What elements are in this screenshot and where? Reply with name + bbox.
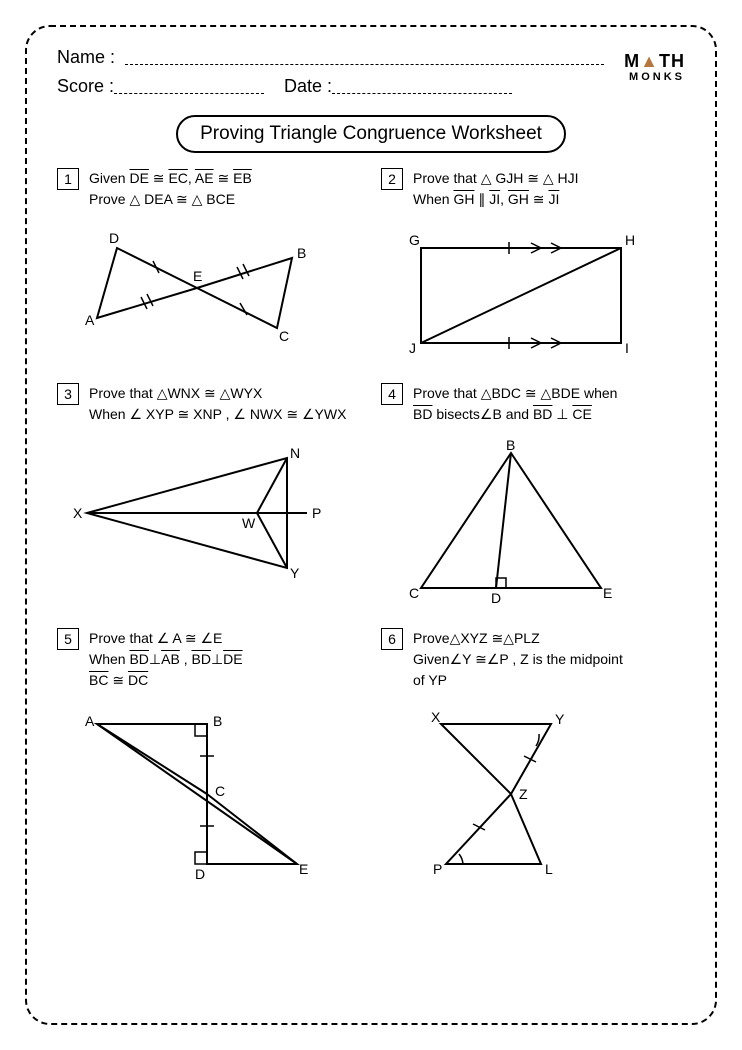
problem-text: Prove that △BDC ≅ △BDE when BD bisects∠B… [413,383,617,425]
svg-text:X: X [431,709,441,725]
problem-number: 6 [381,628,403,650]
svg-text:B: B [297,245,306,261]
svg-text:D: D [195,866,205,882]
svg-text:C: C [279,328,289,344]
name-row: Name : [57,47,604,68]
problem-3: 3 Prove that △WNX ≅ △WYX When ∠ XYP ≅ XN… [57,383,361,608]
svg-text:B: B [213,713,222,729]
svg-text:P: P [312,505,321,521]
problem-number: 4 [381,383,403,405]
svg-text:A: A [85,713,95,729]
problem-number: 5 [57,628,79,650]
score-date-row: Score : Date : [57,76,604,97]
svg-text:X: X [73,505,83,521]
logo: M▲TH MONKS [624,52,685,83]
problem-6: 6 Prove△XYZ ≅△PLZ Given∠Y ≅∠P , Z is the… [381,628,685,884]
svg-text:E: E [193,268,202,284]
problem-number: 2 [381,168,403,190]
problem-1: 1 Given DE ≅ EC, AE ≅ EB Prove △ DEA ≅ △… [57,168,361,363]
logo-m: M [624,51,640,71]
svg-text:H: H [625,232,635,248]
problem-number: 1 [57,168,79,190]
problem-2: 2 Prove that △ GJH ≅ △ HJI When GH ∥ JI,… [381,168,685,363]
figure-4: B C D E [391,438,685,608]
score-line[interactable] [114,80,264,94]
score-label: Score : [57,76,114,97]
svg-text:Y: Y [555,711,565,727]
name-line[interactable] [125,51,604,65]
logo-triangle-icon: ▲ [640,51,659,71]
figure-6: X Y Z P L [391,704,685,884]
problem-5: 5 Prove that ∠ A ≅ ∠E When BD⊥AB , BD⊥DE… [57,628,361,884]
logo-monks: MONKS [624,72,685,83]
title-wrap: Proving Triangle Congruence Worksheet [57,115,685,153]
date-seg: Date : [284,76,512,97]
svg-text:L: L [545,861,553,877]
problem-number: 3 [57,383,79,405]
problem-text: Given DE ≅ EC, AE ≅ EB Prove △ DEA ≅ △ B… [89,168,252,210]
svg-text:E: E [299,861,308,877]
figure-2: G H J I [391,223,685,363]
date-label: Date : [284,76,332,97]
svg-text:D: D [109,230,119,246]
svg-text:G: G [409,232,420,248]
svg-text:B: B [506,438,515,453]
svg-text:Z: Z [519,786,528,802]
header: Name : Score : Date : M▲TH MONKS [57,47,685,97]
problem-text: Prove that ∠ A ≅ ∠E When BD⊥AB , BD⊥DE B… [89,628,243,691]
score-seg: Score : [57,76,264,97]
name-label: Name : [57,47,115,68]
svg-text:Y: Y [290,565,300,581]
figure-1: D A E B C [67,223,361,353]
logo-th: TH [659,51,685,71]
svg-text:W: W [242,515,256,531]
header-left: Name : Score : Date : [57,47,604,97]
date-line[interactable] [332,80,512,94]
problems-grid: 1 Given DE ≅ EC, AE ≅ EB Prove △ DEA ≅ △… [57,168,685,884]
worksheet-page: Name : Score : Date : M▲TH MONKS Proving… [25,25,717,1025]
problem-text: Prove△XYZ ≅△PLZ Given∠Y ≅∠P , Z is the m… [413,628,623,691]
svg-text:D: D [491,590,501,606]
svg-text:N: N [290,445,300,461]
worksheet-title: Proving Triangle Congruence Worksheet [176,115,566,153]
svg-text:J: J [409,340,416,356]
svg-text:I: I [625,340,629,356]
svg-text:E: E [603,585,612,601]
problem-text: Prove that △ GJH ≅ △ HJI When GH ∥ JI, G… [413,168,579,210]
svg-text:A: A [85,312,95,328]
svg-text:C: C [409,585,419,601]
problem-4: 4 Prove that △BDC ≅ △BDE when BD bisects… [381,383,685,608]
figure-3: X N W P Y [67,438,361,588]
svg-text:P: P [433,861,442,877]
svg-text:C: C [215,783,225,799]
problem-text: Prove that △WNX ≅ △WYX When ∠ XYP ≅ XNP … [89,383,346,425]
figure-5: A B C D E [67,704,361,884]
